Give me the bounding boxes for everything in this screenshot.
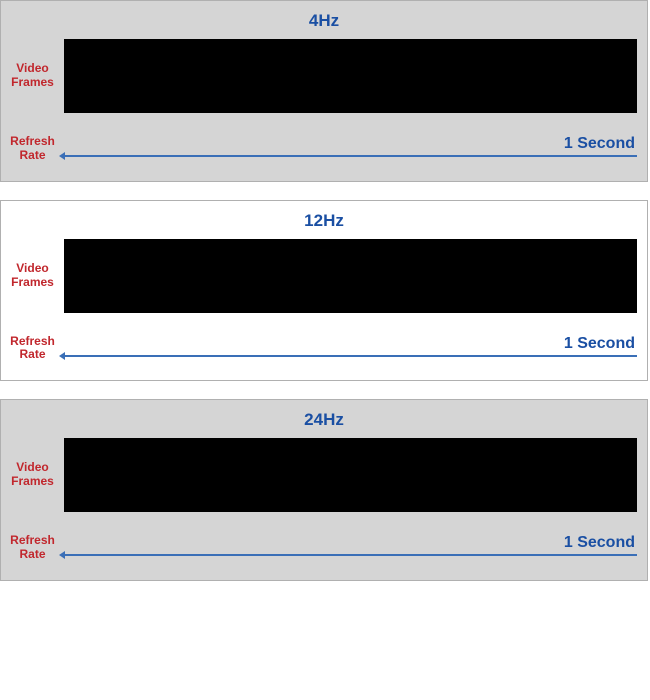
timeline-label: 1 Second [64,135,637,155]
video-frames-row: VideoFrames [1,438,647,512]
hz-panel: 24Hz VideoFrames RefreshRate1 Second [0,399,648,581]
refresh-rate-label: RefreshRate [1,135,64,163]
timeline-line [64,554,637,556]
panel-title: 12Hz [1,201,647,239]
frames-area [64,39,637,113]
timeline-arrow-left [59,152,65,160]
panel-title: 24Hz [1,400,647,438]
refresh-rate-row: RefreshRate1 Second [1,131,647,181]
refresh-rate-row: RefreshRate1 Second [1,331,647,381]
timeline-area: 1 Second [64,534,637,556]
video-frames-label: VideoFrames [1,262,64,290]
timeline-label: 1 Second [64,335,637,355]
refresh-rate-row: RefreshRate1 Second [1,530,647,580]
frames-black-bar [64,39,637,113]
timeline-line [64,355,637,357]
video-frames-row: VideoFrames [1,239,647,313]
refresh-rate-label: RefreshRate [1,534,64,562]
frames-area [64,239,637,313]
timeline-arrow-left [59,551,65,559]
timeline-arrow-left [59,352,65,360]
video-frames-label: VideoFrames [1,62,64,90]
timeline-area: 1 Second [64,135,637,157]
video-frames-row: VideoFrames [1,39,647,113]
video-frames-label: VideoFrames [1,461,64,489]
frames-black-bar [64,438,637,512]
hz-panel: 12Hz VideoFrames RefreshRate1 Second [0,200,648,382]
timeline-area: 1 Second [64,335,637,357]
frames-black-bar [64,239,637,313]
hz-panel: 4Hz VideoFrames RefreshRate1 Second [0,0,648,182]
refresh-rate-label: RefreshRate [1,335,64,363]
timeline-line [64,155,637,157]
timeline-label: 1 Second [64,534,637,554]
frames-area [64,438,637,512]
panel-title: 4Hz [1,1,647,39]
